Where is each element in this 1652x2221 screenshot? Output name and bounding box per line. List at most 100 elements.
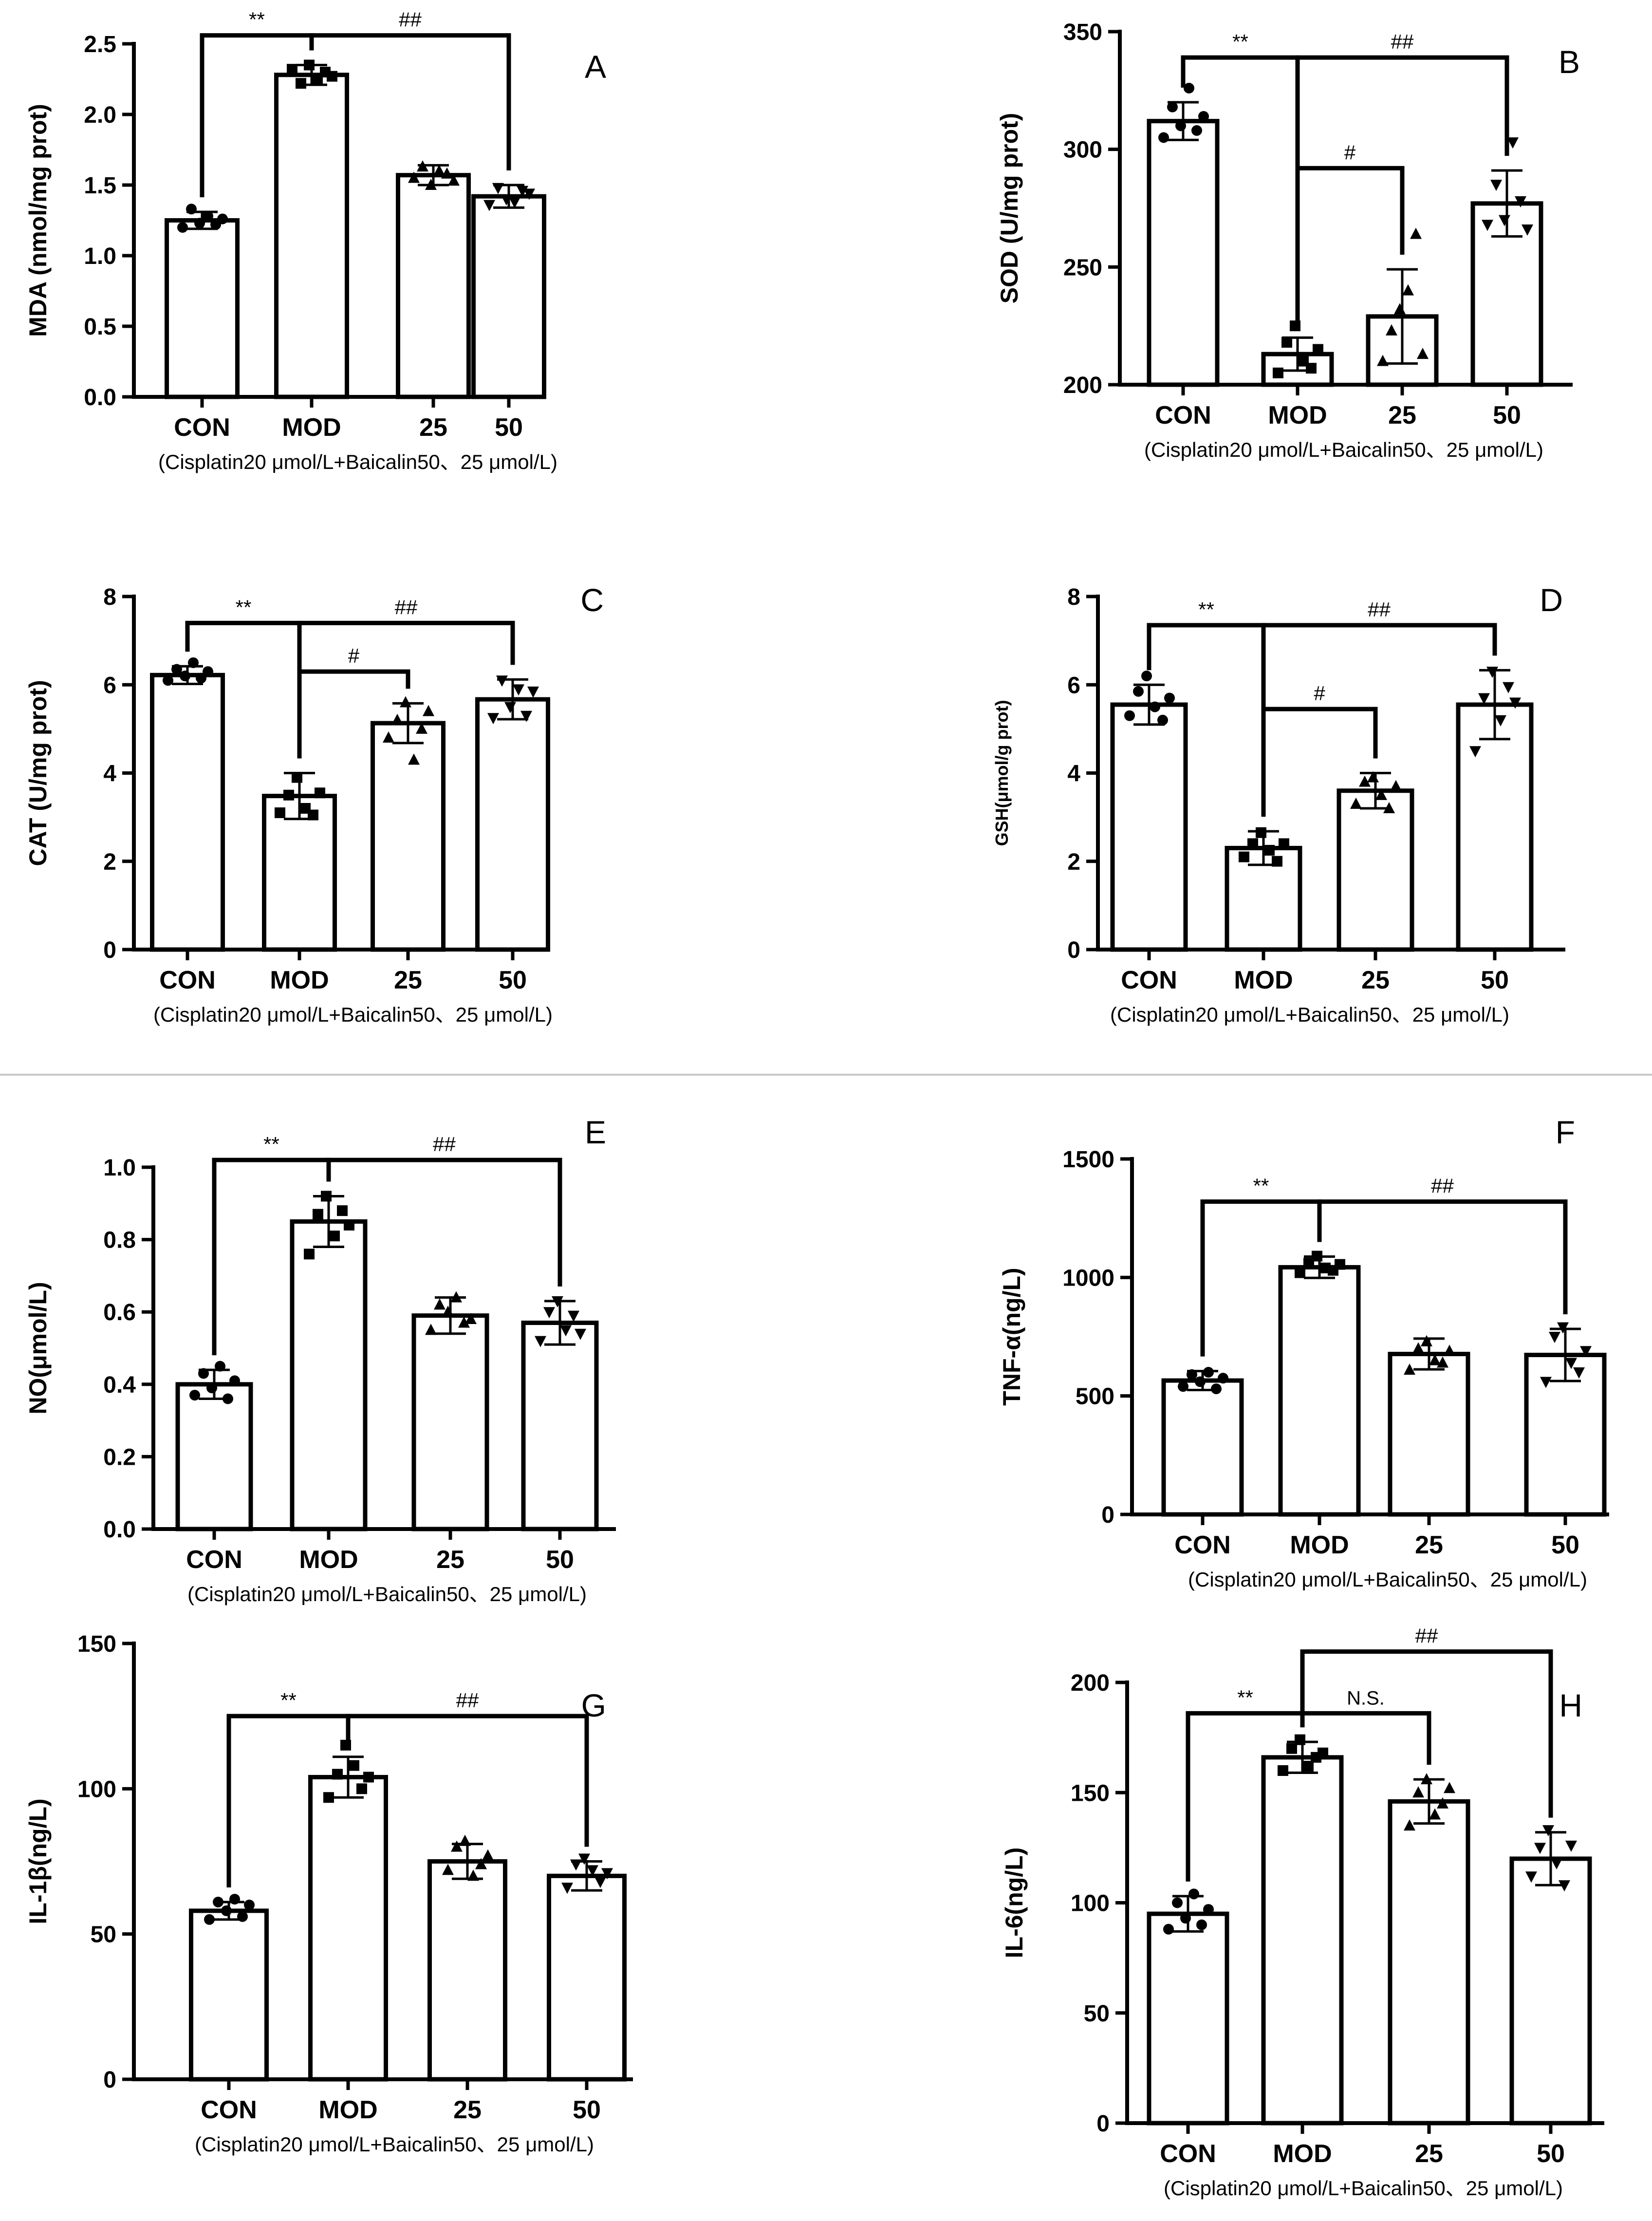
significance-label: ** [1237, 1686, 1253, 1709]
category-label: MOD [1234, 966, 1293, 994]
category-label: 50 [495, 413, 523, 442]
y-axis-label: IL-6(ng/L) [1001, 1848, 1028, 1959]
y-tick-label: 50 [91, 1922, 116, 1948]
data-point [560, 1325, 572, 1337]
data-point [1404, 1819, 1415, 1831]
significance-bracket [1317, 1199, 1568, 1314]
data-point [349, 1760, 359, 1771]
data-point [1525, 1871, 1537, 1883]
x-axis-caption: (Cisplatin20 μmol/L+Baicalin50、25 μmol/L… [1188, 1568, 1587, 1591]
panel-g: 0 50 100 150 CON MOD 25 50 (Cisplatin20 μmol/L+B… [24, 1631, 633, 2156]
data-point [194, 218, 205, 229]
data-point [171, 664, 182, 675]
data-point [186, 204, 197, 215]
category-label: MOD [1273, 2140, 1332, 2168]
data-point [570, 1859, 582, 1871]
y-tick-label: 8 [103, 584, 116, 610]
y-tick-label: 200 [1071, 1670, 1110, 1696]
significance-bracket [1300, 1649, 1553, 1818]
data-point [1394, 303, 1406, 315]
data-point [188, 657, 199, 668]
bar-mod [1278, 1265, 1361, 1517]
x-axis-caption: (Cisplatin20 μmol/L+Baicalin50、25 μmol/L… [158, 450, 557, 473]
data-point [177, 222, 188, 233]
significance-label: ## [1415, 1624, 1438, 1647]
data-point [417, 160, 428, 172]
bar-con [150, 672, 225, 952]
y-tick-label: 300 [1063, 137, 1102, 163]
y-tick-label: 1500 [1062, 1147, 1114, 1173]
data-point [459, 1834, 471, 1846]
data-point [1188, 1888, 1199, 1900]
data-point [1187, 1369, 1197, 1380]
data-point [496, 675, 508, 687]
data-point [391, 713, 403, 725]
data-point [451, 1840, 463, 1852]
category-label: 25 [1415, 2140, 1443, 2168]
y-tick-label: 0 [1067, 937, 1080, 963]
y-tick-label: 0.5 [84, 314, 116, 340]
y-tick-label: 500 [1076, 1384, 1114, 1410]
data-point [416, 722, 427, 734]
bar-50 [475, 697, 550, 952]
bar-50 [471, 194, 546, 399]
data-point [552, 1296, 563, 1307]
data-point [441, 167, 453, 179]
data-point [400, 696, 411, 708]
data-point [568, 1310, 579, 1322]
bar-50 [547, 1873, 627, 2082]
category-label: MOD [1268, 401, 1327, 429]
data-point [1312, 1250, 1322, 1262]
data-point [425, 1324, 437, 1335]
data-point [323, 1792, 334, 1803]
y-axis-label: SOD (U/mg prot) [996, 113, 1023, 304]
data-point [523, 188, 535, 200]
bar-mod [262, 794, 337, 952]
y-tick-label: 0.0 [84, 385, 116, 411]
data-point [1509, 697, 1521, 709]
data-point [1404, 1363, 1415, 1375]
data-point [340, 1739, 351, 1751]
panel-e: 0.0 0.2 0.4 0.6 0.8 1.0 CON MOD 25 50 (Cisplatin20… [24, 1114, 616, 1605]
data-point [1335, 1259, 1345, 1270]
data-point [1279, 838, 1289, 849]
data-point [448, 174, 460, 186]
data-point [509, 197, 520, 208]
data-point [465, 1313, 477, 1325]
data-point [196, 672, 206, 684]
data-point [1383, 802, 1395, 813]
data-point [1198, 111, 1209, 122]
data-point [587, 1865, 598, 1877]
data-point [229, 1894, 240, 1905]
data-point [1444, 1344, 1455, 1356]
category-label: 25 [394, 966, 422, 994]
data-point [1559, 1880, 1570, 1892]
data-point [204, 1914, 215, 1925]
y-tick-label: 4 [1067, 761, 1080, 787]
data-point [1495, 715, 1506, 727]
y-tick-label: 1.0 [103, 1155, 136, 1181]
y-tick-label: 8 [1067, 584, 1080, 610]
bar-25 [396, 173, 471, 399]
x-axis-caption: (Cisplatin20 μmol/L+Baicalin50、25 μmol/L… [153, 1003, 553, 1026]
data-point [442, 1864, 454, 1875]
y-tick-label: 2 [103, 849, 116, 875]
data-point [408, 753, 420, 765]
data-point [287, 64, 297, 75]
data-point [425, 179, 437, 190]
data-point [1412, 1342, 1424, 1354]
data-point [221, 1905, 232, 1916]
category-label: 25 [1415, 1531, 1443, 1559]
data-point [1421, 1335, 1432, 1346]
category-label: CON [201, 2096, 257, 2124]
data-point [1172, 1897, 1183, 1908]
category-label: 25 [1388, 401, 1416, 429]
y-tick-label: 0.6 [103, 1300, 136, 1325]
data-point [408, 171, 420, 183]
data-point [450, 1291, 462, 1303]
data-point [1542, 1825, 1554, 1837]
y-tick-label: 100 [77, 1776, 116, 1802]
panel-letter: H [1559, 1687, 1582, 1723]
data-point [1437, 1797, 1448, 1809]
data-point [1303, 1258, 1314, 1269]
